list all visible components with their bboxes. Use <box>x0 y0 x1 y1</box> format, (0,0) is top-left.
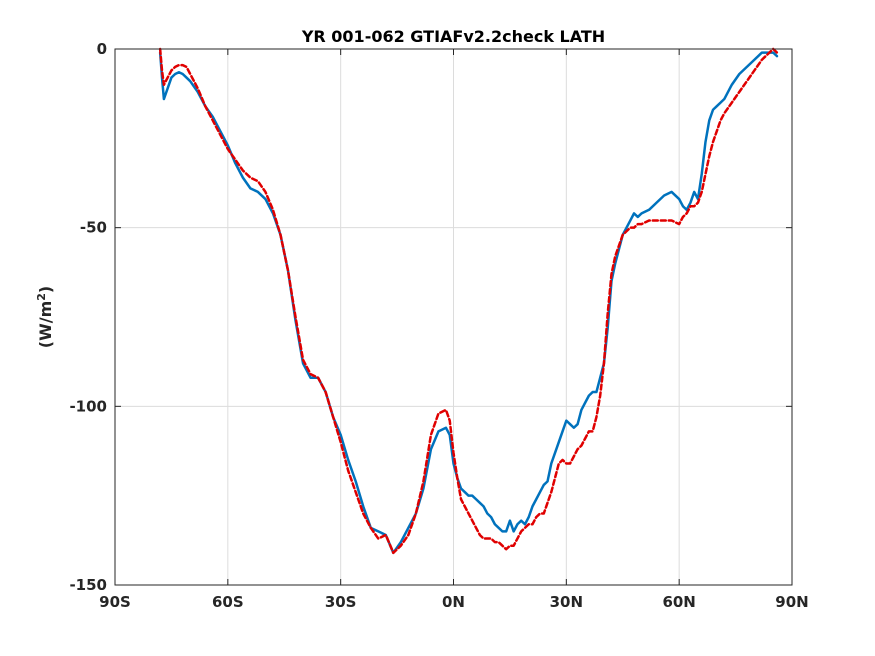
x-tick-label: 60S <box>212 593 244 611</box>
y-tick-label: -50 <box>80 219 107 237</box>
y-tick-label: -150 <box>69 576 107 594</box>
y-axis-label-main: (W/m <box>36 301 55 348</box>
x-tick-label: 30S <box>325 593 357 611</box>
y-tick-label: 0 <box>97 40 107 58</box>
axis-tick-labels: 90S 60S 30S 0N 30N 60N 90N -150 -100 -50 0 <box>69 40 808 611</box>
grid-lines <box>115 49 792 585</box>
x-tick-label: 60N <box>662 593 695 611</box>
x-tick-label: 90N <box>775 593 808 611</box>
y-tick-label: -100 <box>69 397 107 415</box>
x-tick-label: 30N <box>550 593 583 611</box>
axis-ticks <box>114 48 793 586</box>
x-tick-label: 0N <box>442 593 465 611</box>
chart-title: YR 001-062 GTIAFv2.2check LATH <box>301 27 605 46</box>
y-axis-label-superscript: 2 <box>35 293 48 301</box>
series-lines <box>158 47 779 555</box>
red-dashed-series-line <box>158 47 779 555</box>
x-tick-label: 90S <box>99 593 131 611</box>
y-axis-label-suffix: ) <box>36 286 55 293</box>
y-axis-label: (W/m2) <box>35 286 56 348</box>
